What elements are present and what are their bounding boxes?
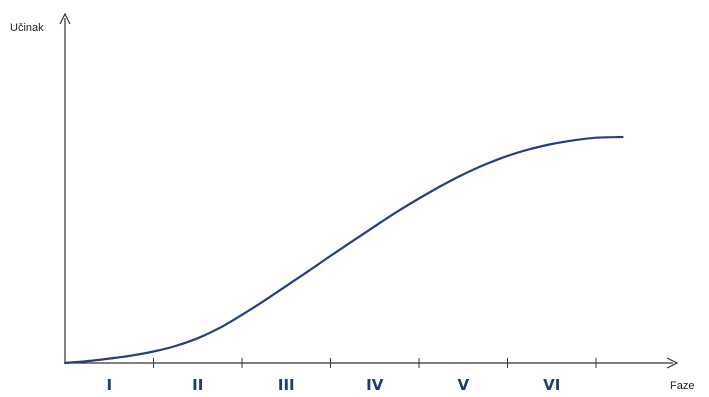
series-group: [63, 135, 624, 365]
x-axis-ticks: [153, 358, 597, 368]
phase-label-5: V: [457, 376, 469, 394]
axes: [59, 12, 679, 369]
phase-label-4: IV: [366, 376, 384, 394]
performance-curve-0: [63, 135, 624, 365]
phase-label-2: II: [192, 376, 203, 394]
phase-label-1: I: [106, 376, 112, 394]
x-axis-label: Faze: [670, 380, 694, 392]
phase-label-3: III: [278, 376, 295, 394]
y-axis-label: Učinak: [10, 22, 44, 34]
phase-labels: I II III IV V VI: [106, 376, 560, 394]
y-axis-arrow: [59, 12, 71, 25]
phase-label-6: VI: [543, 376, 560, 394]
x-axis-arrow: [666, 357, 679, 369]
